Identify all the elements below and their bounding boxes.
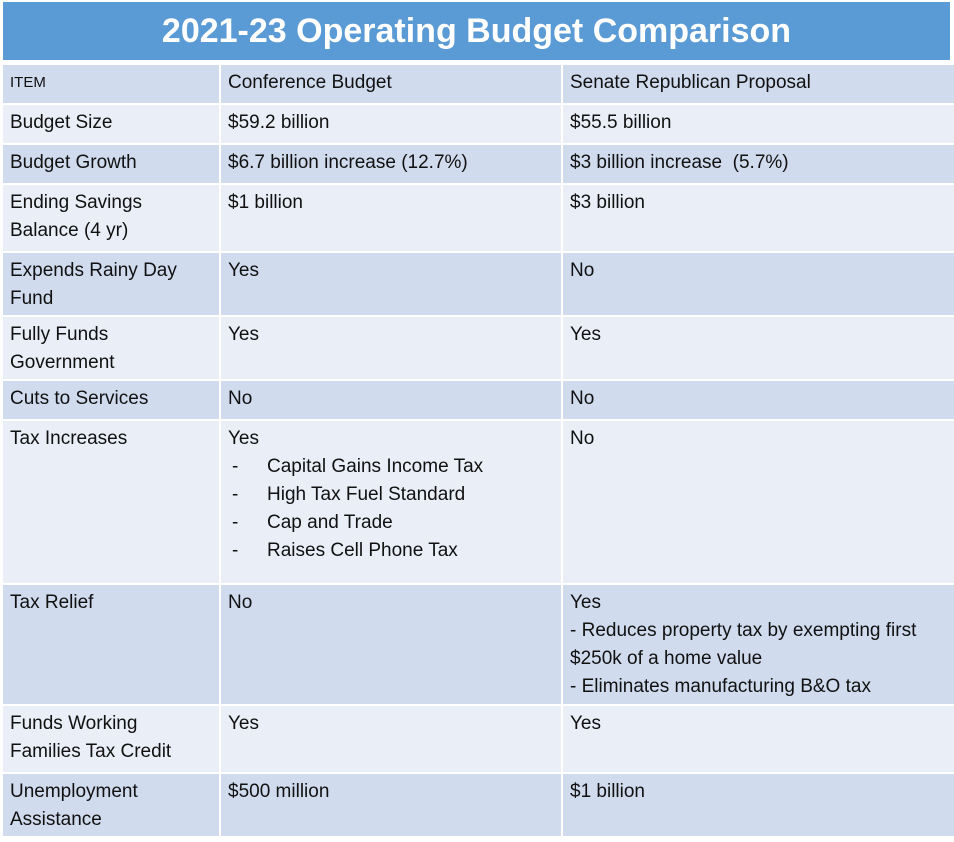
conference-answer: Yes bbox=[228, 428, 259, 449]
list-item: Raises Cell Phone Tax bbox=[228, 537, 554, 565]
conference-value: No bbox=[221, 381, 561, 419]
conference-value: $6.7 billion increase (12.7%) bbox=[221, 145, 561, 183]
row-item: Expends Rainy Day Fund bbox=[3, 253, 219, 315]
table-row: Budget Growth $6.7 billion increase (12.… bbox=[3, 145, 954, 183]
senate-value: $1 billion bbox=[563, 774, 954, 836]
row-item: Unemployment Assistance bbox=[3, 774, 219, 836]
table-row: Unemployment Assistance $500 million $1 … bbox=[3, 774, 954, 836]
table-row: Tax Increases Yes Capital Gains Income T… bbox=[3, 421, 954, 583]
row-item: Budget Size bbox=[3, 105, 219, 143]
table-row: Cuts to Services No No bbox=[3, 381, 954, 419]
conference-value: Yes bbox=[221, 706, 561, 772]
tax-relief-line: - Eliminates manufacturing B&O tax bbox=[570, 676, 871, 697]
conference-value: $500 million bbox=[221, 774, 561, 836]
row-item: Funds Working Families Tax Credit bbox=[3, 706, 219, 772]
table-header-row: ITEM Conference Budget Senate Republican… bbox=[3, 65, 954, 103]
senate-value: $3 billion bbox=[563, 185, 954, 251]
senate-value: Yes bbox=[563, 317, 954, 379]
tax-relief-line: - Reduces property tax by exempting firs… bbox=[570, 620, 917, 669]
row-item: Fully Funds Government bbox=[3, 317, 219, 379]
list-item: Capital Gains Income Tax bbox=[228, 453, 554, 481]
conference-value: $1 billion bbox=[221, 185, 561, 251]
senate-value: Yes - Reduces property tax by exempting … bbox=[563, 585, 954, 704]
list-item: Cap and Trade bbox=[228, 509, 554, 537]
page-title: 2021-23 Operating Budget Comparison bbox=[3, 2, 950, 60]
tax-increase-list: Capital Gains Income Tax High Tax Fuel S… bbox=[228, 453, 554, 565]
budget-comparison-table: ITEM Conference Budget Senate Republican… bbox=[1, 63, 954, 838]
senate-value: $3 billion increase (5.7%) bbox=[563, 145, 954, 183]
row-item: Tax Relief bbox=[3, 585, 219, 704]
senate-value: No bbox=[563, 381, 954, 419]
table-row: Fully Funds Government Yes Yes bbox=[3, 317, 954, 379]
senate-answer: Yes bbox=[570, 592, 601, 613]
column-header-senate: Senate Republican Proposal bbox=[563, 65, 954, 103]
row-item: Budget Growth bbox=[3, 145, 219, 183]
table-row: Tax Relief No Yes - Reduces property tax… bbox=[3, 585, 954, 704]
senate-value: No bbox=[563, 253, 954, 315]
conference-value: Yes bbox=[221, 317, 561, 379]
table-row: Funds Working Families Tax Credit Yes Ye… bbox=[3, 706, 954, 772]
senate-value: No bbox=[563, 421, 954, 583]
row-item: Tax Increases bbox=[3, 421, 219, 583]
column-header-conference: Conference Budget bbox=[221, 65, 561, 103]
senate-value: $55.5 billion bbox=[563, 105, 954, 143]
row-item: Cuts to Services bbox=[3, 381, 219, 419]
column-header-item: ITEM bbox=[3, 65, 219, 103]
row-item: Ending Savings Balance (4 yr) bbox=[3, 185, 219, 251]
conference-value: No bbox=[221, 585, 561, 704]
table-row: Expends Rainy Day Fund Yes No bbox=[3, 253, 954, 315]
table-row: Budget Size $59.2 billion $55.5 billion bbox=[3, 105, 954, 143]
senate-value: Yes bbox=[563, 706, 954, 772]
conference-value: $59.2 billion bbox=[221, 105, 561, 143]
list-item: High Tax Fuel Standard bbox=[228, 481, 554, 509]
conference-value: Yes Capital Gains Income Tax High Tax Fu… bbox=[221, 421, 561, 583]
table-row: Ending Savings Balance (4 yr) $1 billion… bbox=[3, 185, 954, 251]
conference-value: Yes bbox=[221, 253, 561, 315]
